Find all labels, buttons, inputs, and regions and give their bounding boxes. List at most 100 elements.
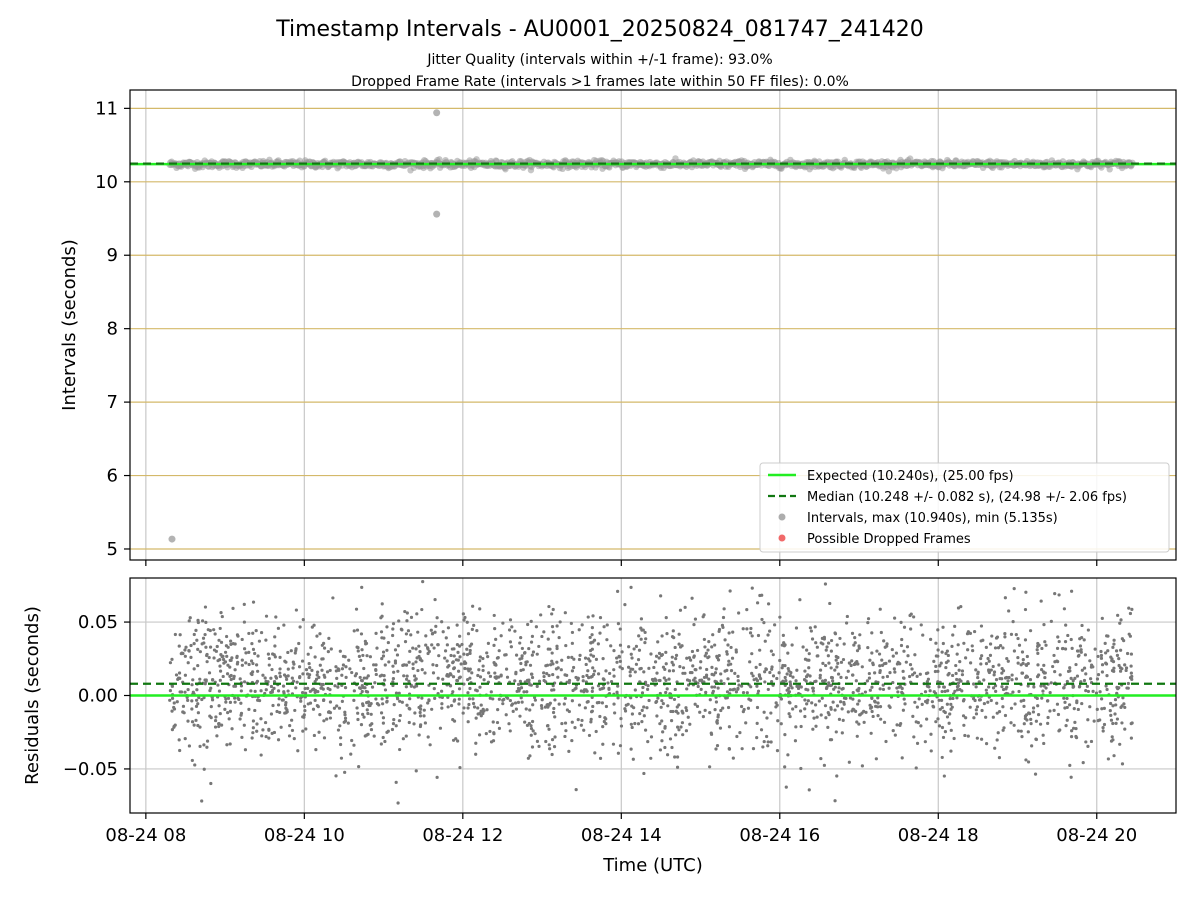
residual-point: [322, 719, 326, 723]
residual-point: [522, 690, 526, 694]
residual-point: [526, 756, 530, 760]
residual-point: [259, 753, 263, 757]
residual-point: [486, 655, 490, 659]
residual-point: [756, 633, 761, 638]
residual-point: [446, 665, 450, 669]
residual-point: [550, 651, 554, 655]
residual-point: [525, 723, 530, 727]
residual-point: [1064, 623, 1068, 627]
residual-point: [882, 662, 886, 666]
residual-point: [707, 639, 711, 644]
residual-point: [858, 713, 862, 717]
residual-point: [888, 705, 892, 710]
residual-point: [354, 672, 359, 676]
residual-point: [660, 719, 664, 723]
residual-point: [1001, 705, 1005, 709]
residual-point: [369, 727, 374, 732]
residual-point: [674, 733, 678, 737]
residual-point: [465, 653, 469, 657]
residual-point: [951, 696, 955, 701]
residual-point: [666, 704, 670, 708]
residual-point: [781, 663, 785, 668]
residual-point: [860, 764, 864, 768]
residual-point: [783, 765, 787, 769]
residual-point: [501, 621, 505, 625]
residuals-y-tick-label: 0.05: [78, 612, 118, 633]
residual-point: [359, 632, 364, 636]
residual-point: [1024, 590, 1028, 594]
residual-point: [495, 656, 500, 660]
residual-point: [301, 618, 305, 622]
residual-point: [638, 712, 642, 716]
residual-point: [901, 669, 905, 673]
residual-point: [170, 696, 175, 700]
residual-point: [478, 607, 482, 611]
residual-point: [650, 677, 655, 682]
residual-point: [966, 648, 970, 652]
residual-point: [472, 623, 476, 627]
residual-point: [668, 737, 673, 741]
interval-outlier-point: [433, 210, 441, 218]
residual-point: [190, 720, 195, 724]
residual-point: [918, 672, 922, 676]
residual-point: [314, 677, 319, 681]
residual-point: [524, 707, 528, 711]
residual-point: [321, 698, 326, 703]
residual-point: [1091, 665, 1095, 669]
residual-point: [416, 668, 420, 673]
residual-point: [551, 672, 555, 677]
residual-point: [1115, 717, 1120, 721]
residual-point: [555, 624, 559, 628]
residual-point: [595, 701, 599, 705]
residual-point: [468, 648, 472, 653]
residual-point: [524, 663, 528, 667]
residual-point: [540, 698, 544, 702]
residual-point: [862, 720, 866, 724]
residual-point: [524, 660, 528, 664]
residual-point: [727, 631, 731, 635]
residual-point: [1112, 642, 1116, 646]
residual-point: [477, 733, 482, 737]
residual-point: [416, 630, 420, 634]
residual-point: [1052, 653, 1056, 658]
residual-point: [581, 674, 585, 679]
residual-point: [452, 654, 456, 658]
residual-point: [989, 698, 993, 703]
residual-point: [274, 674, 278, 679]
residual-point: [1071, 684, 1076, 689]
residual-point: [847, 661, 851, 665]
residual-point: [829, 666, 833, 670]
residual-point: [547, 604, 551, 609]
residual-point: [679, 725, 683, 729]
residual-point: [213, 718, 218, 723]
residual-point: [458, 634, 462, 638]
residual-point: [813, 625, 817, 629]
residual-point: [577, 657, 582, 662]
residual-point: [205, 660, 209, 664]
residual-point: [740, 747, 744, 751]
residual-point: [640, 720, 644, 724]
residual-point: [393, 648, 398, 652]
residual-point: [836, 661, 840, 665]
residual-point: [292, 737, 296, 741]
residual-point: [405, 674, 409, 678]
residual-point: [543, 705, 547, 709]
residual-point: [874, 757, 878, 761]
residual-point: [475, 629, 479, 633]
residual-point: [196, 711, 200, 715]
residual-point: [530, 653, 534, 657]
residual-point: [417, 733, 421, 737]
residual-point: [397, 691, 401, 695]
residual-point: [224, 700, 228, 704]
residual-point: [633, 688, 637, 692]
residual-point: [535, 684, 539, 688]
residual-point: [768, 670, 772, 675]
residual-point: [1095, 677, 1100, 681]
residual-point: [725, 652, 729, 656]
residual-point: [247, 631, 251, 636]
residual-point: [848, 696, 853, 700]
residual-point: [671, 663, 675, 667]
residual-point: [642, 771, 646, 776]
residual-point: [520, 654, 524, 658]
residual-point: [835, 704, 840, 708]
